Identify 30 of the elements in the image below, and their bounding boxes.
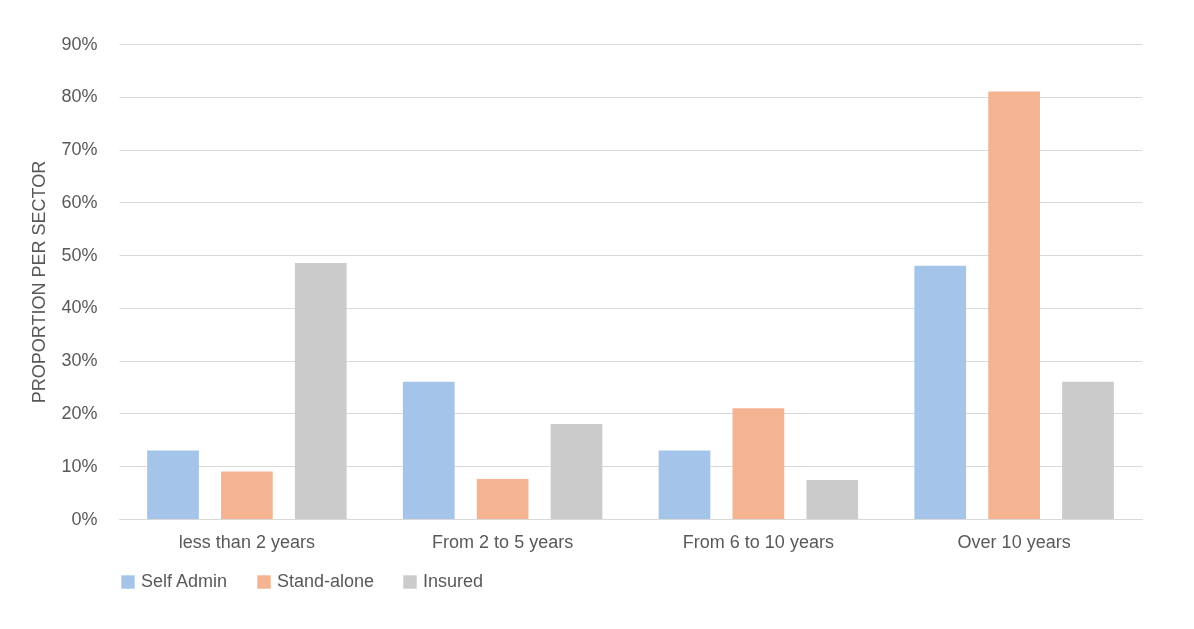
y-tick-label: 0% (71, 508, 98, 529)
bar (914, 265, 967, 519)
x-tick-label: From 6 to 10 years (682, 531, 834, 552)
y-tick-label: 10% (61, 455, 98, 476)
x-tick-label: less than 2 years (178, 531, 315, 552)
x-tick-label: Over 10 years (957, 531, 1071, 552)
bar (732, 408, 785, 519)
legend-label: Stand-alone (277, 571, 375, 591)
y-tick-label: 90% (61, 33, 98, 54)
y-tick-label: 40% (61, 297, 98, 318)
bar (658, 450, 711, 519)
x-tick-label: From 2 to 5 years (432, 531, 574, 552)
y-tick-label: 70% (61, 139, 98, 160)
legend-label: Self Admin (141, 571, 228, 591)
bar (221, 471, 273, 519)
y-tick-label: 30% (61, 350, 98, 371)
bar (550, 424, 603, 519)
y-axis-title: PROPORTION PER SECTOR (29, 160, 50, 404)
bar (402, 381, 455, 519)
legend-label: Insured (423, 571, 484, 591)
y-tick-label: 60% (61, 191, 98, 212)
bar (476, 478, 529, 519)
y-tick-label: 50% (61, 244, 98, 265)
y-tick-label: 20% (61, 402, 98, 423)
bar (988, 91, 1040, 519)
bar (294, 263, 347, 519)
bar (1062, 381, 1114, 519)
y-tick-label: 80% (61, 86, 98, 107)
bar (147, 450, 199, 519)
bar (806, 479, 859, 519)
